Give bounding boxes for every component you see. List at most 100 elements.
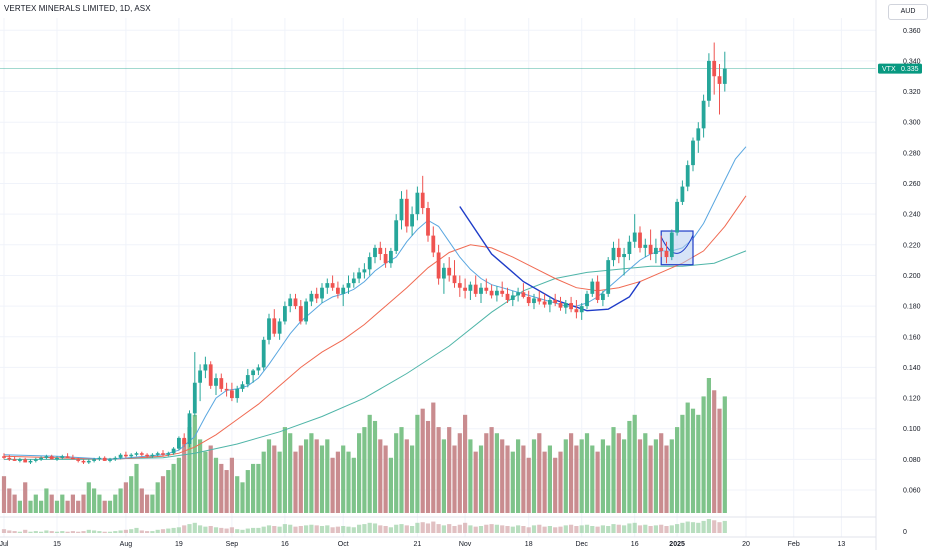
candle-body [161,453,165,455]
oscillator-bar [219,527,224,533]
oscillator-bar [17,531,22,533]
last-price-value: 0.335 [901,66,919,73]
ma-mid-line [3,195,747,460]
time-tick-label: Nov [459,541,472,548]
volume-bar [160,476,166,513]
oscillator-bar [431,521,436,533]
time-tick-label: 16 [281,541,289,548]
volume-bar [92,488,97,513]
candle-body [563,303,568,308]
oscillator-bar [23,529,28,533]
time-tick-label: 15 [53,541,61,548]
price-tick-label: 0.120 [903,396,921,403]
volume-bar [224,470,229,513]
oscillator-bar [378,525,383,533]
time-tick-label: 2025 [669,541,685,548]
volume-bar [219,463,224,513]
time-axis[interactable]: Jul 15 Aug 19 Sep 16 Oct 21 Nov 18 Dec 16 2025 20 Feb 1… [0,536,876,548]
oscillator-bar [261,526,266,533]
volume-bar [558,451,563,513]
volume-bar [669,439,674,513]
oscillator-bar [139,530,144,533]
volume-bar [155,482,160,513]
volume-bar [1,476,7,513]
candle-body [267,318,271,340]
candle-body [574,309,579,313]
oscillator-bar [579,525,584,533]
candle-body [616,247,621,258]
oscillator-bar [70,531,75,533]
oscillator-bar [76,531,81,533]
last-price-tag: VTX 0.335 [878,63,922,74]
volume-bar [542,451,547,513]
oscillator-bar [325,525,330,533]
oscillator-bar [447,524,452,533]
candle-body [309,293,314,302]
oscillator-bar [150,531,155,533]
candle-body [357,272,361,279]
candle-body [129,454,134,457]
candle-body [177,437,181,449]
volume-bar [272,445,277,513]
volume-bar [28,500,33,513]
candle-body [548,299,552,305]
oscillator-bar [664,526,669,533]
volume-bar [404,439,409,513]
candle-body [378,247,383,255]
oscillator-bar [542,526,547,533]
oscillator-bar [410,526,415,533]
candle-body [288,298,293,307]
volume-bar [712,390,717,513]
oscillator-bar [251,527,256,533]
oscillator-bar [1,529,7,533]
volume-bar [563,439,568,513]
candle-body [55,457,59,460]
oscillator-bar [473,526,478,533]
oscillator-bar [696,522,701,533]
last-price-symbol: VTX [882,66,896,73]
currency-button[interactable]: AUD [888,4,928,20]
volume-bar [49,494,54,513]
candle-body [113,457,118,460]
candle-body [351,278,356,284]
time-tick-label: Dec [575,541,588,548]
oscillator-bar [213,527,219,533]
volume-bar [251,463,256,513]
volume-bar [288,433,293,513]
oscillator-bar [235,529,240,533]
volume-bar [722,396,727,513]
candle-body [235,388,240,399]
pattern-drawing [459,206,694,312]
oscillator-bar [463,522,468,533]
candle-body [669,232,674,258]
oscillator-bar [489,524,494,533]
oscillator-bar [256,527,261,533]
box-inner-curve [660,234,694,254]
volume-bar [325,439,330,513]
volume-bar [553,457,558,513]
oscillator-bar [372,523,378,533]
candle-body [219,378,224,389]
time-tick-label: 21 [414,541,422,548]
candle-body [76,459,81,461]
candle-body [479,287,483,294]
oscillator-bar [33,531,38,533]
volume-bar [203,451,208,513]
candle-body [500,290,505,294]
candle-body [707,60,711,101]
price-axis[interactable]: 0.360 0.340 0.320 0.300 0.280 0.260 0.240 0.220… [875,0,921,550]
oscillator-bar [81,531,86,533]
oscillator-bar [457,524,462,533]
price-tick-label: 0.360 [903,28,921,35]
oscillator-bar [277,526,282,533]
volume-bar [526,457,531,513]
candle-body [192,382,197,414]
candle-body [648,244,653,255]
volume-bar [351,457,356,513]
oscillator-bar [39,531,44,533]
candle-body [71,457,75,460]
volume-bar [145,494,150,513]
oscillator-bar [494,524,499,533]
oscillator-bar [637,525,643,533]
